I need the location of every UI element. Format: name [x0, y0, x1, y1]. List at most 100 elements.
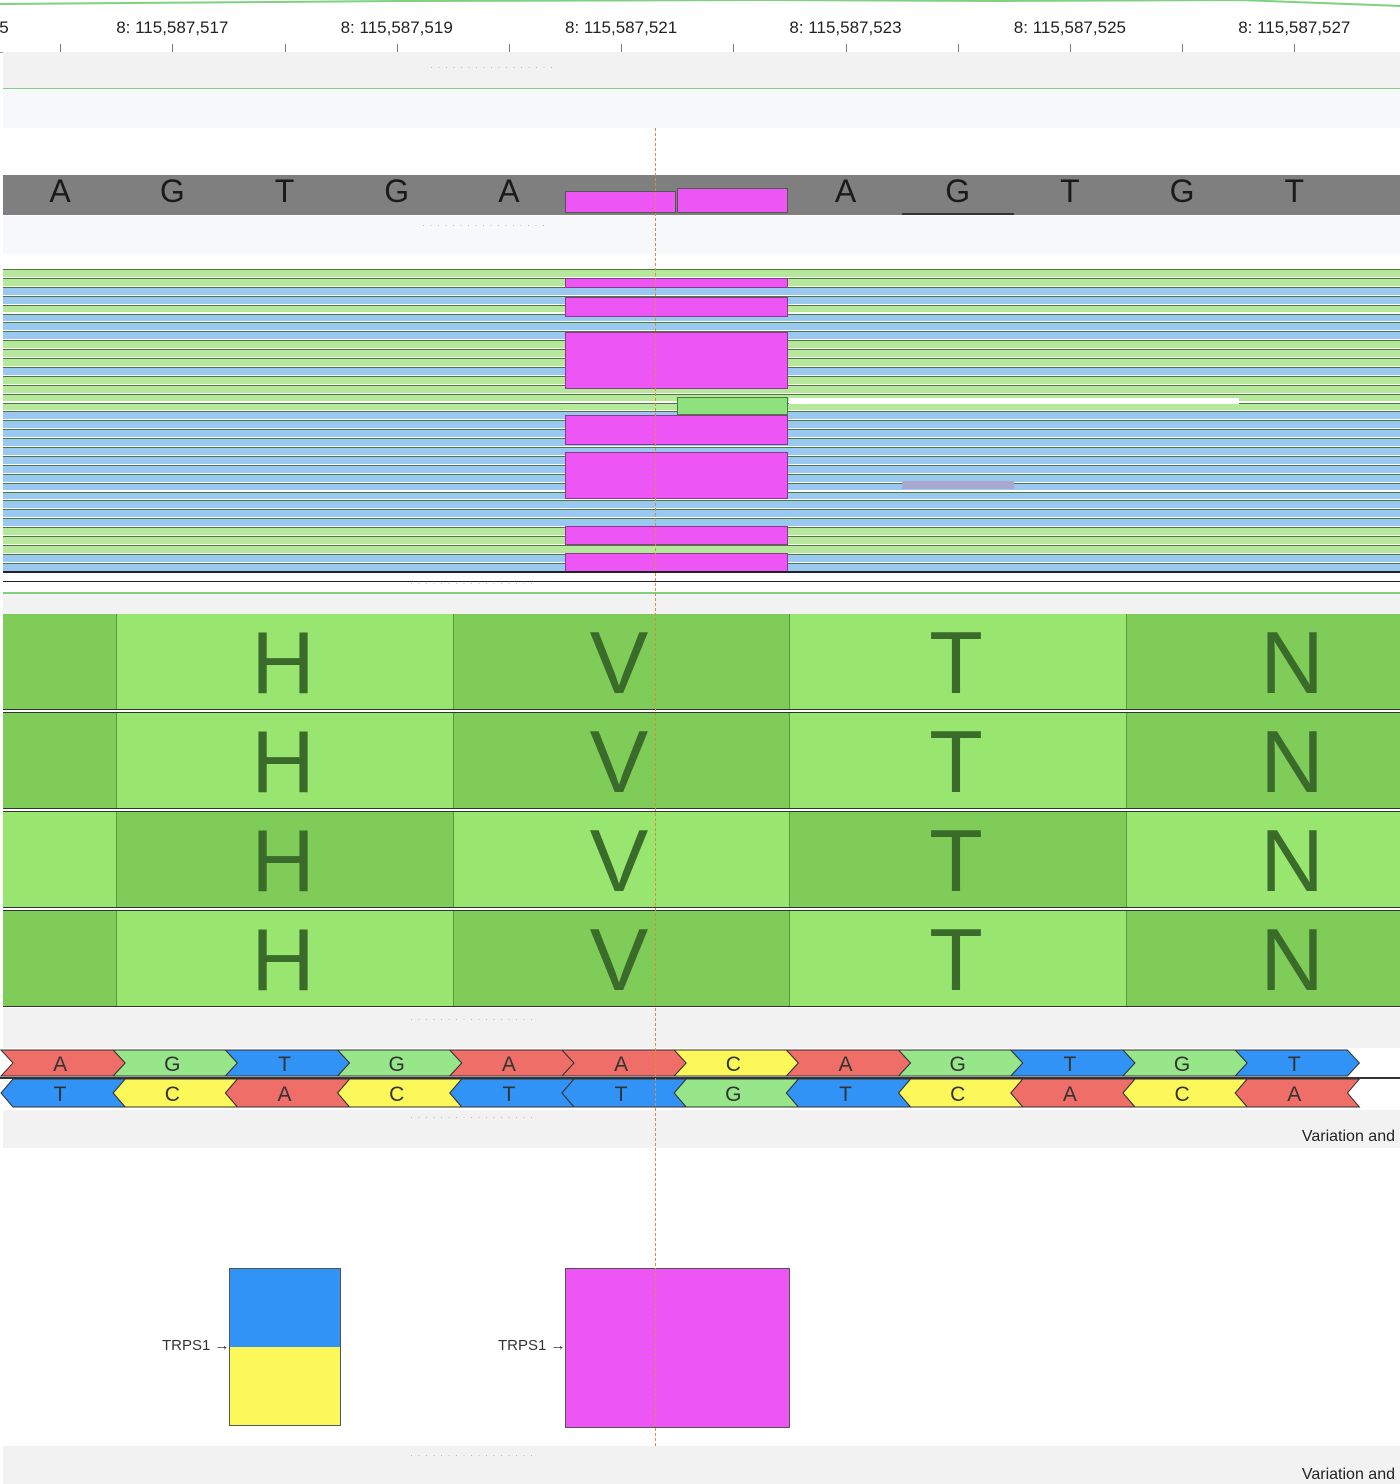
- ruler-tick: [1069, 44, 1071, 52]
- reads-footer: [3, 592, 1400, 616]
- protein-translation-track[interactable]: H V T N H V T N H V T N H V T N: [3, 613, 1400, 1010]
- ruler-label: 8: 115,587,519: [340, 18, 453, 37]
- amino-acid-cell[interactable]: [116, 911, 453, 1006]
- ruler-label: 8: 115,587,521: [565, 18, 678, 37]
- dna-base-reverse-label: T: [54, 1083, 67, 1106]
- alignment-read[interactable]: [3, 322, 1400, 331]
- amino-acid-cell[interactable]: [3, 614, 116, 709]
- read-insertion[interactable]: [565, 452, 789, 499]
- ruler-tick: [284, 44, 286, 52]
- amino-acid-letter: N: [1260, 613, 1324, 712]
- resize-handle-1[interactable]: · · · · · · · · · · · · · · · · ·: [430, 62, 554, 72]
- dna-base-forward-label: T: [1288, 1053, 1301, 1076]
- resize-handle-5[interactable]: · · · · · · · · · · · · · · · · ·: [410, 1112, 534, 1122]
- reference-base: G: [159, 173, 185, 209]
- ruler-label: 8: 115,587,517: [116, 18, 229, 37]
- gene-label-trps1-b: TRPS1 →: [498, 1337, 566, 1354]
- alignment-read[interactable]: [3, 500, 1400, 509]
- alignment-read[interactable]: [3, 518, 1400, 527]
- protein-footer: [3, 1008, 1400, 1048]
- translation-frame-divider: [3, 907, 1400, 911]
- amino-acid-cell[interactable]: [453, 614, 789, 709]
- resize-handle-3[interactable]: · · · · · · · · · · · · · · · · ·: [410, 578, 534, 588]
- amino-acid-cell[interactable]: [789, 713, 1126, 808]
- dna-base-reverse-label: G: [725, 1083, 741, 1106]
- dna-base-reverse-label: T: [502, 1083, 515, 1106]
- read-insertion[interactable]: [565, 526, 789, 545]
- gene-footer: [3, 1446, 1400, 1484]
- read-mismatch-block[interactable]: [677, 397, 789, 415]
- reference-base: T: [274, 173, 295, 209]
- dna-base-forward-label: A: [53, 1053, 67, 1076]
- dna-base-forward-label: C: [726, 1053, 741, 1076]
- resize-handle-6[interactable]: · · · · · · · · · · · · · · · · ·: [410, 1450, 534, 1460]
- read-insertion[interactable]: [565, 297, 789, 317]
- read-insertion[interactable]: [565, 415, 789, 445]
- resize-handle-4[interactable]: · · · · · · · · · · · · · · · · ·: [410, 1014, 534, 1024]
- amino-acid-letter: H: [251, 910, 315, 1009]
- read-insertion[interactable]: [565, 553, 789, 572]
- dna-footer: [3, 1110, 1400, 1148]
- amino-acid-letter: T: [929, 712, 983, 811]
- amino-acid-cell[interactable]: [789, 614, 1126, 709]
- dna-base-forward-label: G: [1174, 1053, 1190, 1076]
- dna-base-forward-label: T: [278, 1053, 291, 1076]
- amino-acid-letter: H: [251, 712, 315, 811]
- ruler-tick: [508, 44, 510, 52]
- ruler-label: 5: [0, 18, 9, 37]
- alignment-read[interactable]: [3, 544, 1400, 553]
- dna-base-reverse-label: C: [1175, 1083, 1190, 1106]
- amino-acid-cell[interactable]: [116, 713, 453, 808]
- alignment-read[interactable]: [3, 447, 1400, 455]
- alignment-reads-track[interactable]: [3, 269, 1400, 589]
- reference-padding: [3, 216, 1400, 254]
- ruler-tick: [60, 44, 62, 52]
- dna-base-forward[interactable]: [1234, 1049, 1361, 1077]
- dna-base-forward-label: A: [838, 1053, 852, 1076]
- read-insertion[interactable]: [565, 278, 789, 288]
- ruler-tick: [845, 44, 847, 52]
- amino-acid-cell[interactable]: [1126, 812, 1400, 907]
- amino-acid-cell[interactable]: [116, 812, 453, 907]
- dna-base-reverse-label: C: [165, 1083, 180, 1106]
- gene-feature-trps1-b[interactable]: [565, 1268, 790, 1428]
- amino-acid-cell[interactable]: [453, 812, 789, 907]
- coordinate-ruler[interactable]: 5 8: 115,587,517 8: 115,587,519 8: 115,587,…: [0, 0, 1400, 53]
- dna-base-forward-label: A: [614, 1053, 628, 1076]
- track-title-variation-2[interactable]: Variation and: [1301, 1466, 1395, 1483]
- coverage-line: [0, 0, 1400, 7]
- read-low-quality-base[interactable]: [901, 481, 1014, 489]
- reference-insertion-block[interactable]: [677, 188, 789, 213]
- dna-base-forward-label: G: [389, 1053, 405, 1076]
- amino-acid-cell[interactable]: [453, 713, 789, 808]
- dna-base-forward-label: G: [164, 1053, 180, 1076]
- amino-acid-cell[interactable]: [3, 713, 116, 808]
- amino-acid-letter: H: [251, 811, 315, 910]
- amino-acid-cell[interactable]: [789, 911, 1126, 1006]
- amino-acid-cell[interactable]: [116, 614, 453, 709]
- amino-acid-cell[interactable]: [789, 812, 1126, 907]
- alignment-read[interactable]: [3, 509, 1400, 518]
- amino-acid-cell[interactable]: [1126, 614, 1400, 709]
- amino-acid-letter: V: [589, 613, 649, 712]
- reference-insertion-block[interactable]: [565, 191, 677, 213]
- dna-strand-track[interactable]: A G T G A A C A G T G T T C A C T T G T C A C A: [0, 1048, 1400, 1110]
- dna-base-forward-label: G: [950, 1053, 966, 1076]
- amino-acid-cell[interactable]: [3, 812, 116, 907]
- amino-acid-cell[interactable]: [453, 911, 789, 1006]
- amino-acid-cell[interactable]: [3, 911, 116, 1006]
- reference-base: G: [945, 173, 971, 209]
- reference-base: A: [498, 173, 520, 209]
- amino-acid-letter: N: [1260, 712, 1324, 811]
- alignment-read[interactable]: [3, 269, 1400, 277]
- read-insertion[interactable]: [565, 332, 789, 389]
- track-title-variation-1[interactable]: Variation and: [1301, 1128, 1395, 1145]
- ruler-tick: [1294, 44, 1296, 52]
- amino-acid-cell[interactable]: [1126, 713, 1400, 808]
- resize-handle-2[interactable]: · · · · · · · · · · · · · · · · ·: [422, 220, 546, 230]
- reference-base: A: [834, 173, 857, 209]
- amino-acid-cell[interactable]: [1126, 911, 1400, 1006]
- gene-feature-trps1-a[interactable]: [229, 1268, 341, 1426]
- dna-base-forward-label: A: [502, 1053, 516, 1076]
